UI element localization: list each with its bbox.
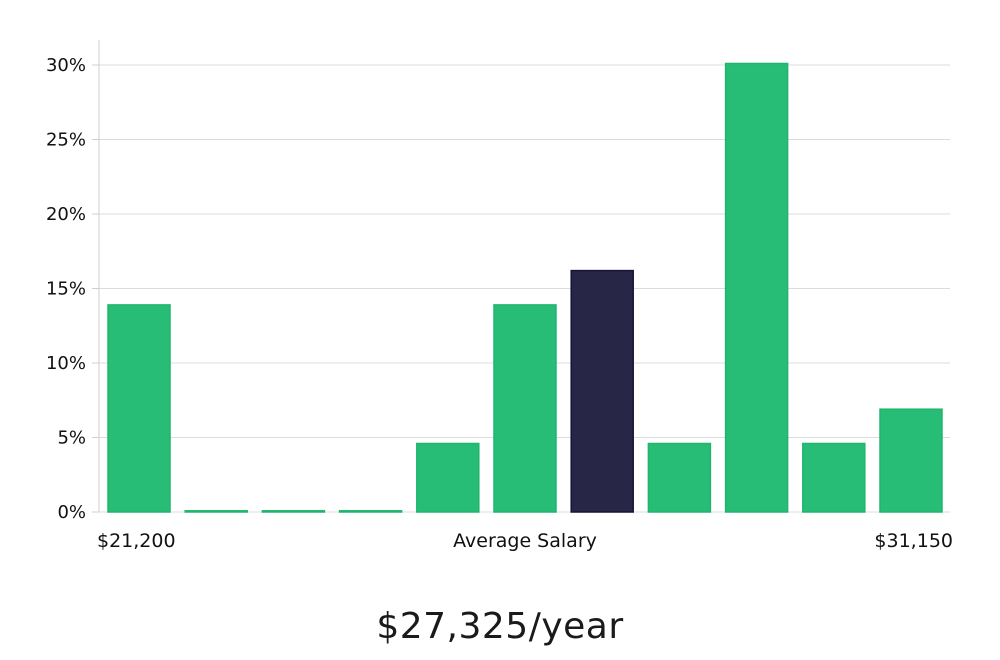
y-tick-label-15: 15% [46, 279, 86, 300]
bar-2 [184, 510, 248, 513]
x-label-min: $21,200 [97, 530, 176, 552]
salary-histogram-chart: 0% 5% 10% 15% 20% 25% 30% $21,200 Average Sala… [46, 40, 953, 552]
average-salary-value: $27,325/year [376, 606, 624, 647]
bar-1 [107, 304, 171, 513]
y-tick-label-25: 25% [46, 130, 86, 151]
y-axis-ticks: 0% 5% 10% 15% 20% 25% 30% [46, 55, 99, 523]
y-tick-label-10: 10% [46, 353, 86, 374]
bar-3 [261, 510, 326, 513]
bar-9 [724, 62, 789, 513]
x-label-center: Average Salary [453, 530, 597, 552]
y-tick-label-0: 0% [57, 502, 86, 523]
y-tick-label-20: 20% [46, 204, 86, 225]
bar-highlighted-average [570, 269, 634, 513]
bar-4 [338, 510, 403, 513]
bars [107, 62, 943, 513]
bar-10 [802, 442, 866, 513]
bar-6 [493, 304, 557, 513]
y-tick-label-30: 30% [46, 55, 86, 76]
bar-11 [879, 408, 943, 513]
bar-5 [416, 442, 480, 513]
y-tick-label-5: 5% [57, 428, 86, 449]
bar-8 [647, 442, 712, 513]
x-label-max: $31,150 [874, 530, 953, 552]
